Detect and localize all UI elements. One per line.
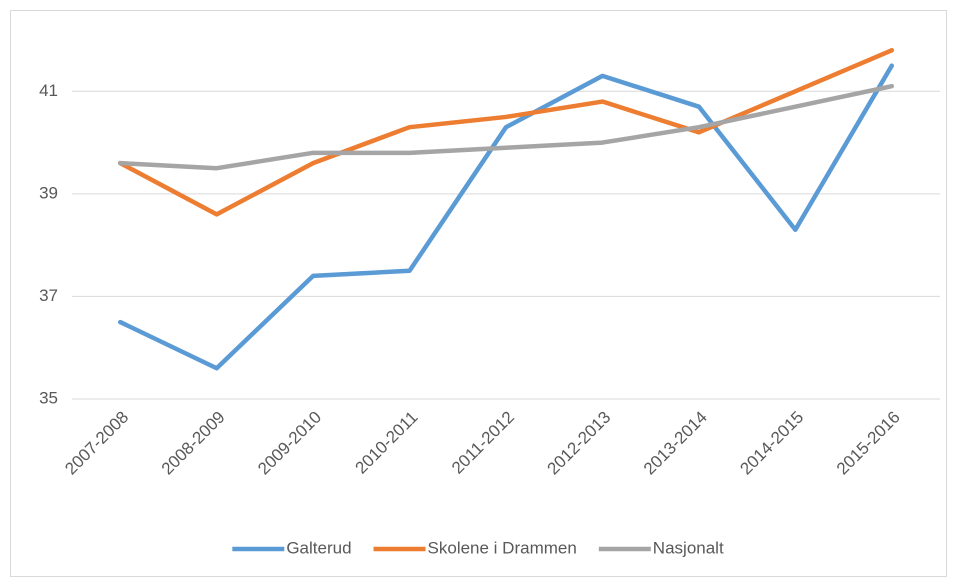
series-line bbox=[117, 83, 895, 171]
y-tick-label: 41 bbox=[39, 81, 58, 100]
legend-label: Skolene i Drammen bbox=[428, 538, 577, 557]
legend: Galterud Skolene i Drammen Nasjonalt bbox=[232, 538, 724, 557]
y-tick-label: 35 bbox=[39, 388, 58, 407]
legend-label: Galterud bbox=[286, 538, 351, 557]
y-tick-label: 39 bbox=[39, 183, 58, 202]
series-line bbox=[117, 48, 895, 217]
y-tick-label: 37 bbox=[39, 286, 58, 305]
series-line bbox=[117, 63, 895, 371]
chart-frame bbox=[10, 10, 947, 577]
legend-label: Nasjonalt bbox=[653, 538, 724, 557]
